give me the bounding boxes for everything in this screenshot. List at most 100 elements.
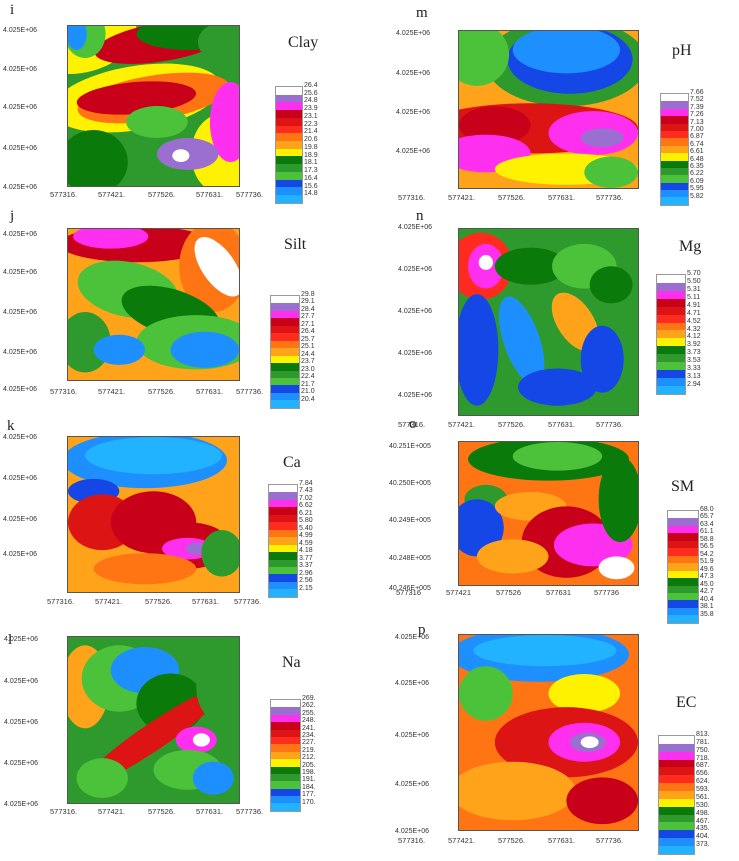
legend-swatch-m-5	[661, 130, 688, 139]
panel-title-i: Clay	[288, 34, 319, 51]
y-tick-i-2: 4.025E+06	[3, 104, 38, 111]
contour-region-i-7	[76, 81, 197, 115]
legend-swatch-i-13	[276, 187, 302, 196]
legend-label-m-10: 6.35	[690, 163, 704, 170]
contour-region-l-9	[76, 758, 128, 799]
legend-label-n-3: 5.11	[687, 293, 701, 301]
contour-region-m-10	[584, 156, 638, 188]
legend-label-o-10: 45.0	[700, 580, 714, 588]
contour-region-o-1	[512, 442, 603, 471]
contour-region-o-3	[459, 499, 504, 557]
x-tick-i-1: 577421.	[98, 190, 126, 199]
contour-region-j-9	[93, 334, 145, 365]
legend-swatch-l-14	[271, 803, 300, 811]
legend-swatch-m-14	[661, 197, 688, 205]
legend-label-o-6: 54.2	[700, 550, 714, 558]
y-tick-m-0: 4.025E+06	[396, 30, 431, 37]
legend-swatch-m-9	[661, 160, 688, 168]
legend-swatch-o-8	[668, 570, 698, 579]
legend-swatch-j-12	[271, 385, 299, 393]
legend-label-i-9: 18.9	[304, 151, 318, 159]
legend-label-k-8: 4.59	[299, 539, 313, 547]
contour-region-n-8	[518, 368, 597, 406]
legend-swatch-o-6	[668, 555, 698, 564]
legend-swatch-p-4	[659, 767, 694, 776]
heatmap-k	[67, 436, 240, 593]
y-tick-l-3: 4.025E+06	[4, 760, 39, 767]
legend-label-i-7: 20.6	[304, 136, 318, 144]
legend-swatch-j-6	[271, 340, 299, 349]
x-tick-i-2: 577526.	[148, 190, 176, 199]
legend-label-p-2: 750.	[696, 746, 710, 754]
legend-label-m-1: 7.52	[690, 96, 704, 104]
legend-label-i-14: 14.8	[304, 190, 318, 198]
y-tick-j-1: 4.025E+06	[3, 269, 38, 276]
contour-region-l-8	[192, 761, 234, 795]
legend-label-p-12: 435.	[696, 825, 710, 833]
legend-label-k-4: 6.21	[299, 509, 313, 517]
legend-label-n-8: 4.12	[687, 333, 701, 341]
legend-colorbar-j	[270, 295, 300, 409]
legend-swatch-k-9	[269, 552, 297, 560]
legend-label-n-14: 2.94	[687, 381, 701, 389]
y-tick-n-3: 4.025E+06	[398, 350, 433, 357]
contour-region-n-6	[498, 296, 545, 385]
legend-label-l-11: 191.	[302, 776, 316, 784]
legend-label-l-0: 269.	[302, 695, 316, 702]
contour-region-k-1	[85, 437, 222, 475]
legend-swatch-l-4	[271, 729, 300, 737]
y-tick-i-1: 4.025E+06	[3, 66, 38, 73]
legend-swatch-k-8	[269, 544, 297, 553]
contour-region-i-13	[172, 149, 190, 162]
contour-region-n-9	[580, 325, 624, 393]
heatmap-surface-l	[68, 645, 239, 799]
x-tick-m-3: 577631.	[548, 193, 576, 202]
heatmap-p	[458, 634, 639, 831]
legend-swatch-p-3	[659, 759, 694, 768]
legend-swatch-o-4	[668, 540, 698, 549]
legend-label-j-5: 26.4	[301, 328, 315, 336]
heatmap-m	[458, 30, 639, 189]
legend-label-m-0: 7.66	[690, 89, 704, 96]
legend-swatch-i-9	[276, 156, 302, 165]
legend-swatch-p-12	[659, 830, 694, 839]
legend-label-j-6: 25.7	[301, 335, 315, 343]
legend-label-j-13: 21.0	[301, 388, 315, 396]
x-tick-o-0: 577316	[396, 588, 422, 597]
legend-label-m-14: 5.82	[690, 192, 704, 200]
legend-label-j-0: 29.8	[301, 291, 315, 298]
legend-label-o-9: 47.3	[700, 573, 714, 581]
x-tick-l-3: 577631.	[196, 807, 224, 816]
y-tick-l-0: 4.025E+06	[4, 636, 39, 643]
x-tick-n-3: 577631.	[548, 420, 576, 429]
legend-label-o-12: 40.4	[700, 595, 714, 603]
panel-letter-n: n	[416, 208, 424, 224]
legend-label-n-6: 4.52	[687, 317, 701, 325]
y-tick-m-1: 4.025E+06	[396, 70, 431, 77]
legend-swatch-n-2	[657, 290, 685, 299]
contour-region-i-4	[68, 26, 87, 50]
contour-region-p-8	[459, 761, 576, 821]
x-tick-m-4: 577736.	[596, 193, 624, 202]
legend-swatch-m-7	[661, 145, 688, 154]
legend-label-k-12: 2.96	[299, 569, 313, 577]
legend-label-l-12: 184.	[302, 783, 316, 791]
legend-swatch-j-0	[271, 296, 299, 304]
panel-title-p: EC	[676, 694, 697, 711]
legend-label-o-8: 49.6	[700, 565, 714, 573]
legend-swatch-i-7	[276, 141, 302, 149]
legend-swatch-k-13	[269, 581, 297, 590]
legend-label-o-5: 56.5	[700, 543, 714, 551]
legend-label-o-4: 58.8	[700, 535, 714, 543]
y-tick-i-4: 4.025E+06	[3, 184, 38, 191]
x-tick-i-0: 577316.	[50, 190, 78, 199]
legend-swatch-j-7	[271, 348, 299, 356]
legend-label-l-3: 248.	[302, 717, 316, 725]
legend-label-p-5: 656.	[696, 770, 710, 778]
x-tick-m-0: 577316.	[398, 193, 426, 202]
legend-swatch-m-8	[661, 153, 688, 161]
legend-label-i-6: 21.4	[304, 128, 318, 136]
legend-swatch-m-11	[661, 175, 688, 183]
legend-label-i-10: 18.1	[304, 159, 318, 167]
legend-label-k-7: 4.99	[299, 532, 313, 540]
